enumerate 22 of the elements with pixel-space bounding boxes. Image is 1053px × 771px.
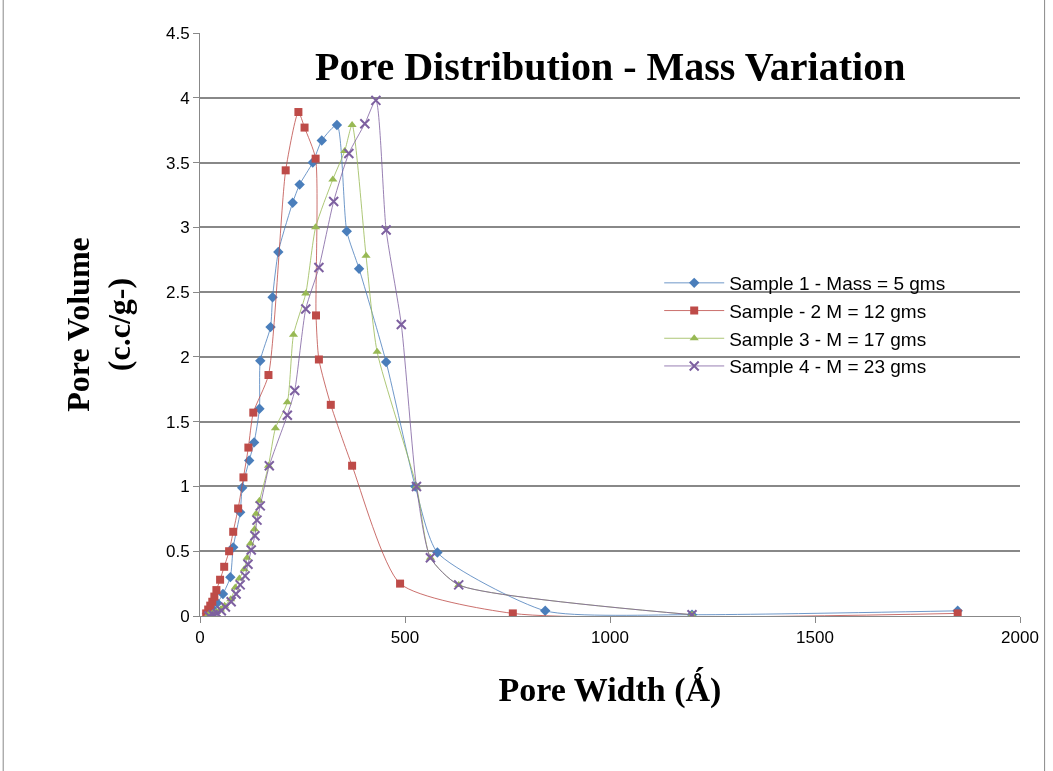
- y-axis-title: Pore Volume (c.c/g-): [59, 237, 138, 412]
- x-tick-label: 0: [195, 628, 205, 648]
- x-tick-label: 1000: [591, 628, 629, 648]
- y-tick-label: 1.5: [165, 412, 190, 432]
- y-tick-label: 4: [180, 88, 190, 108]
- y-tick-label: 2.5: [165, 283, 190, 303]
- legend-label: Sample - 2 M = 12 gms: [729, 300, 927, 322]
- y-tick-label: 3.5: [165, 153, 190, 173]
- x-axis-title: Pore Width (Ǻ): [498, 666, 722, 709]
- y-tick-label: 1: [180, 477, 190, 497]
- y-tick-label: 4.5: [165, 23, 190, 43]
- y-tick-label: 2: [180, 347, 190, 367]
- chart-title: Pore Distribution - Mass Variation: [315, 44, 906, 89]
- legend-label: Sample 1 - Mass = 5 gms: [729, 273, 946, 295]
- legend-label: Sample 4 - M = 23 gms: [729, 356, 927, 378]
- y-tick-label: 0.5: [165, 542, 190, 562]
- x-tick-label: 2000: [1001, 628, 1039, 648]
- y-tick-label: 0: [180, 606, 190, 626]
- x-tick-label: 500: [390, 628, 420, 648]
- x-tick-label: 1500: [796, 628, 834, 648]
- y-tick-label: 3: [180, 218, 190, 238]
- legend-label: Sample 3 - M = 17 gms: [729, 328, 927, 350]
